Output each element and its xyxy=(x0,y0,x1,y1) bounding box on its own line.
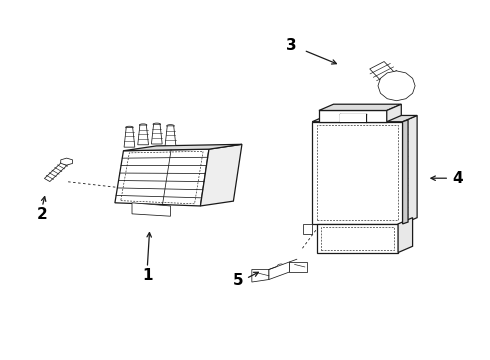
Polygon shape xyxy=(340,114,366,122)
Ellipse shape xyxy=(167,125,174,127)
Polygon shape xyxy=(290,262,307,272)
Polygon shape xyxy=(319,104,401,111)
Polygon shape xyxy=(165,126,176,145)
Polygon shape xyxy=(370,62,404,90)
Polygon shape xyxy=(387,104,401,122)
Text: 3: 3 xyxy=(286,38,297,53)
Text: 4: 4 xyxy=(452,171,463,186)
Polygon shape xyxy=(378,71,415,101)
Polygon shape xyxy=(115,149,209,206)
Polygon shape xyxy=(252,270,269,282)
Polygon shape xyxy=(312,116,417,122)
Text: 1: 1 xyxy=(142,267,152,283)
Polygon shape xyxy=(398,218,413,253)
Ellipse shape xyxy=(380,77,413,94)
Polygon shape xyxy=(124,127,135,147)
Polygon shape xyxy=(151,124,162,144)
Ellipse shape xyxy=(153,123,161,125)
Polygon shape xyxy=(132,203,171,216)
Polygon shape xyxy=(403,116,417,224)
Polygon shape xyxy=(61,158,73,165)
Polygon shape xyxy=(312,122,403,224)
Text: 5: 5 xyxy=(232,273,243,288)
Polygon shape xyxy=(200,144,242,206)
Polygon shape xyxy=(269,262,290,279)
Ellipse shape xyxy=(125,126,133,129)
Polygon shape xyxy=(319,111,387,122)
Polygon shape xyxy=(45,160,70,181)
Polygon shape xyxy=(123,144,242,151)
Polygon shape xyxy=(138,125,148,145)
Ellipse shape xyxy=(139,124,147,126)
Text: 2: 2 xyxy=(37,207,48,221)
Polygon shape xyxy=(303,224,312,234)
Polygon shape xyxy=(317,224,398,253)
Polygon shape xyxy=(403,120,408,224)
